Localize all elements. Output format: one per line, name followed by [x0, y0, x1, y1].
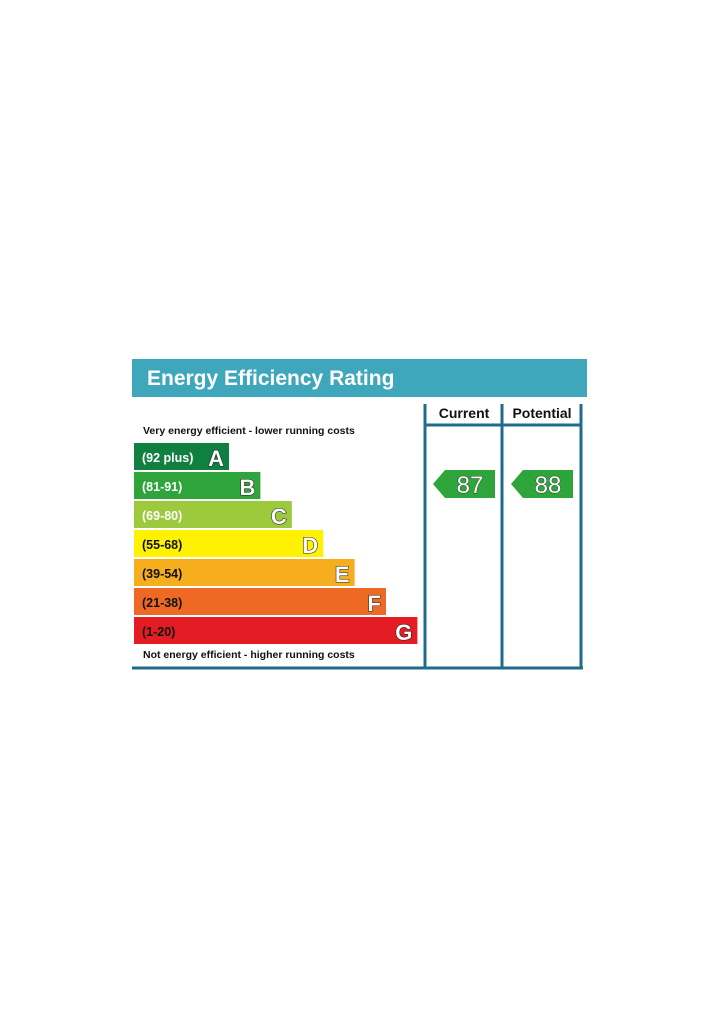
bottom-note: Not energy efficient - higher running co…: [143, 649, 355, 661]
band-b-bar: [134, 472, 261, 499]
band-a-range: (92 plus): [142, 451, 193, 465]
band-e-bar: [134, 559, 355, 586]
current-score: 87: [457, 472, 484, 499]
chart-title: Energy Efficiency Rating: [147, 367, 394, 390]
band-c-letter: C: [271, 504, 287, 529]
band-e-letter: E: [335, 562, 350, 587]
band-c-range: (69-80): [142, 509, 182, 523]
band-b-range: (81-91): [142, 480, 182, 494]
band-g-bar: [134, 617, 418, 644]
potential-score: 88: [535, 472, 562, 499]
top-note: Very energy efficient - lower running co…: [143, 425, 355, 437]
rating-arrows: 87 88: [433, 470, 573, 499]
band-g-range: (1-20): [142, 625, 175, 639]
band-a-bar: [134, 443, 229, 470]
band-f-bar: [134, 588, 386, 615]
band-e-range: (39-54): [142, 567, 182, 581]
band-a-letter: A: [208, 446, 224, 471]
band-d-letter: D: [302, 533, 318, 558]
band-g-letter: G: [395, 620, 412, 645]
band-b-letter: B: [240, 475, 256, 500]
potential-arrow: [511, 470, 573, 498]
band-d-bar: [134, 530, 324, 557]
band-d-range: (55-68): [142, 538, 182, 552]
chart-frame: [132, 404, 583, 670]
band-f-letter: F: [368, 591, 381, 616]
current-column-header: Current: [439, 405, 490, 421]
potential-column-header: Potential: [512, 405, 571, 421]
band-f-range: (21-38): [142, 596, 182, 610]
band-c-bar: [134, 501, 292, 528]
header-bar: [132, 359, 587, 397]
current-arrow: [433, 470, 495, 498]
rating-bands: (92 plus) A (81-91) B (69-80) C (55-68) D (39-54…: [134, 443, 418, 646]
